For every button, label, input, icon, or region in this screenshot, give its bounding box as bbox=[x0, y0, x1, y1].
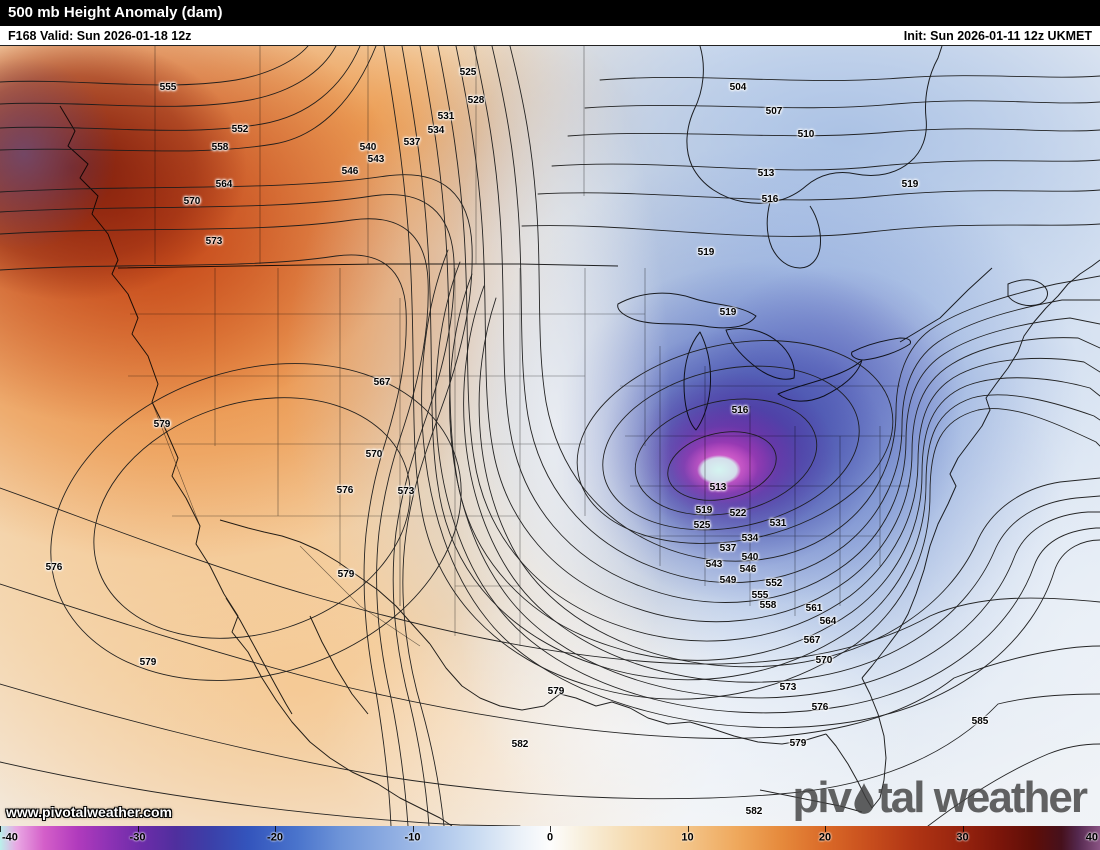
colorbar-tick-mark bbox=[137, 826, 139, 832]
contour-label: 564 bbox=[819, 616, 837, 627]
colorbar-tick-label: 40 bbox=[1085, 831, 1098, 844]
contour-label: 537 bbox=[719, 543, 737, 554]
contour-label: 519 bbox=[697, 247, 715, 258]
colorbar: -40 -30 -20 -10 0 10 20 30 40 bbox=[0, 826, 1100, 850]
colorbar-tick-label: -10 bbox=[404, 831, 421, 844]
contour-label: 540 bbox=[359, 142, 377, 153]
contour-label: 561 bbox=[805, 603, 823, 614]
contour-label: 531 bbox=[437, 111, 455, 122]
contour-label: 513 bbox=[757, 168, 775, 179]
contour-label: 576 bbox=[336, 485, 354, 496]
contour-label: 552 bbox=[765, 578, 783, 589]
contour-label: 519 bbox=[695, 505, 713, 516]
colorbar-tick-label: 30 bbox=[956, 831, 969, 844]
contour-label: 582 bbox=[511, 739, 529, 750]
contour-label: 528 bbox=[467, 95, 485, 106]
contour-label: 570 bbox=[365, 449, 383, 460]
contour-label: 549 bbox=[719, 575, 737, 586]
contour-label: 552 bbox=[231, 124, 249, 135]
contour-label: 522 bbox=[729, 508, 747, 519]
contour-label: 555 bbox=[159, 82, 177, 93]
contour-label: 558 bbox=[759, 600, 777, 611]
page-title: 500 mb Height Anomaly (dam) bbox=[8, 4, 223, 21]
colorbar-tick-label: 20 bbox=[818, 831, 832, 844]
contour-label: 558 bbox=[211, 142, 229, 153]
contour-label: 579 bbox=[789, 738, 807, 749]
contour-label: 564 bbox=[215, 179, 233, 190]
watermark: piv tal weather bbox=[792, 773, 1088, 822]
colorbar-tick-mark bbox=[962, 826, 964, 832]
contour-label: 579 bbox=[337, 569, 355, 580]
colorbar-tick-mark bbox=[825, 826, 826, 832]
contour-label: 570 bbox=[183, 196, 201, 207]
contour-label: 519 bbox=[901, 179, 919, 190]
contour-label: 570 bbox=[815, 655, 833, 666]
colorbar-tick-label: -20 bbox=[267, 831, 283, 844]
contour-label: 537 bbox=[403, 137, 421, 148]
contour-label: 519 bbox=[719, 307, 737, 318]
anomaly-fill-layer bbox=[0, 46, 1100, 826]
colorbar-tick-label: 0 bbox=[546, 831, 554, 844]
contour-label: 546 bbox=[739, 564, 757, 575]
colorbar-ticks: -40 -30 -20 -10 0 10 20 30 40 bbox=[0, 826, 1100, 850]
anomaly-field-svg bbox=[0, 46, 1100, 826]
contour-label: 540 bbox=[741, 552, 759, 563]
contour-label: 582 bbox=[745, 806, 763, 817]
colorbar-tick-label: -40 bbox=[2, 831, 18, 844]
contour-label: 579 bbox=[153, 419, 171, 430]
watermark-text-left: piv bbox=[792, 773, 853, 822]
contour-label: 534 bbox=[741, 533, 759, 544]
contour-label: 543 bbox=[367, 154, 385, 165]
colorbar-tick-mark bbox=[550, 826, 551, 832]
contour-label: 513 bbox=[709, 482, 727, 493]
contour-label: 507 bbox=[765, 106, 783, 117]
url-label: www.pivotalweather.com bbox=[6, 804, 172, 820]
sub-header-bar: F168 Valid: Sun 2026-01-18 12z Init: Sun… bbox=[0, 26, 1100, 46]
contour-label: 504 bbox=[729, 82, 747, 93]
contour-label: 567 bbox=[373, 377, 391, 388]
contour-label: 573 bbox=[397, 486, 415, 497]
colorbar-tick-mark bbox=[0, 826, 1, 832]
title-bar: 500 mb Height Anomaly (dam) bbox=[0, 0, 1100, 26]
contour-label: 546 bbox=[341, 166, 359, 177]
contour-label: 525 bbox=[459, 67, 477, 78]
contour-label: 567 bbox=[803, 635, 821, 646]
contour-label: 516 bbox=[761, 194, 779, 205]
valid-time-label: F168 Valid: Sun 2026-01-18 12z bbox=[8, 28, 192, 43]
watermark-text-right: tal weather bbox=[878, 773, 1088, 822]
contour-label: 579 bbox=[547, 686, 565, 697]
contour-label: 525 bbox=[693, 520, 711, 531]
colorbar-tick-label: -30 bbox=[129, 831, 146, 844]
contour-label: 531 bbox=[769, 518, 787, 529]
colorbar-tick-mark bbox=[687, 826, 689, 832]
contour-labels-layer: 555 552 558 564 570 573 525 528 531 534 537 540 543 5… bbox=[0, 46, 1100, 826]
contour-label: 573 bbox=[779, 682, 797, 693]
contour-layer bbox=[0, 46, 1100, 826]
contour-label: 585 bbox=[971, 716, 989, 727]
contour-label: 576 bbox=[45, 562, 63, 573]
init-time-label: Init: Sun 2026-01-11 12z UKMET bbox=[903, 28, 1092, 43]
droplet-icon bbox=[854, 783, 874, 814]
contour-label: 510 bbox=[797, 129, 815, 140]
contour-label: 516 bbox=[731, 405, 749, 416]
contour-label: 576 bbox=[811, 702, 829, 713]
map-canvas: 555 552 558 564 570 573 525 528 531 534 537 540 543 5… bbox=[0, 46, 1100, 826]
contour-label: 534 bbox=[427, 125, 445, 136]
contour-label: 543 bbox=[705, 559, 723, 570]
colorbar-tick-label: 10 bbox=[681, 831, 694, 844]
colorbar-tick-mark bbox=[412, 826, 414, 832]
contour-label: 573 bbox=[205, 236, 223, 247]
contour-label: 579 bbox=[139, 657, 157, 668]
colorbar-tick-mark bbox=[275, 826, 276, 832]
contour-label: 555 bbox=[751, 590, 769, 601]
